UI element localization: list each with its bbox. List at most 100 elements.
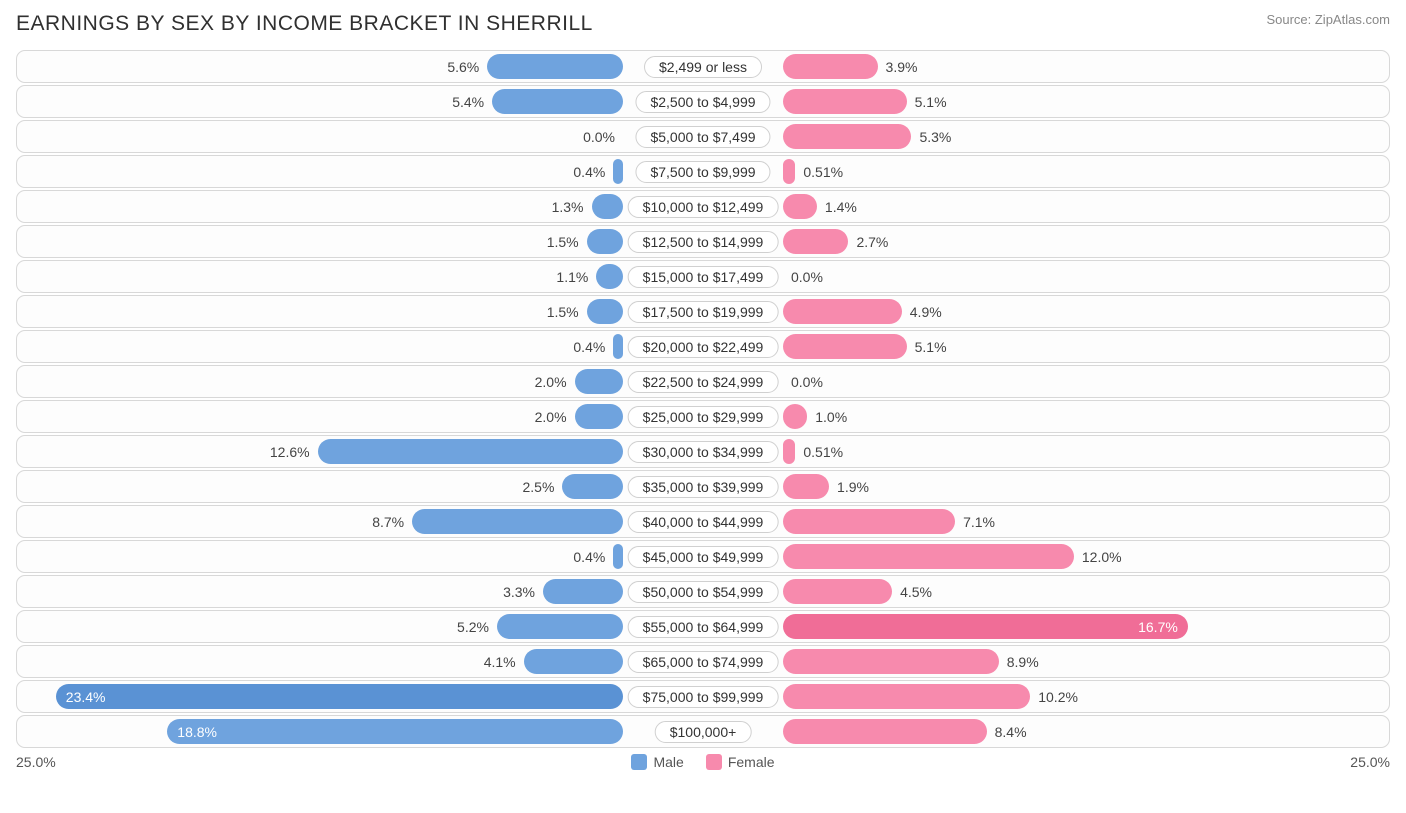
female-bar — [783, 124, 911, 149]
male-value: 2.0% — [535, 409, 567, 425]
bracket-label: $17,500 to $19,999 — [628, 301, 779, 323]
chart-row: 12.6% 0.51% $30,000 to $34,999 — [16, 435, 1390, 468]
bracket-label: $22,500 to $24,999 — [628, 371, 779, 393]
bracket-label: $25,000 to $29,999 — [628, 406, 779, 428]
bracket-label: $20,000 to $22,499 — [628, 336, 779, 358]
female-bar — [783, 719, 987, 744]
female-bar — [783, 684, 1030, 709]
female-bar — [783, 229, 848, 254]
bracket-label: $55,000 to $64,999 — [628, 616, 779, 638]
bracket-label: $30,000 to $34,999 — [628, 441, 779, 463]
legend-item-male: Male — [631, 754, 683, 770]
male-bar — [497, 614, 623, 639]
chart-row: 0.4%0.51%$7,500 to $9,999 — [16, 155, 1390, 188]
male-value: 8.7% — [372, 514, 404, 530]
female-value: 1.9% — [837, 479, 869, 495]
male-bar — [613, 334, 623, 359]
bracket-label: $40,000 to $44,999 — [628, 511, 779, 533]
female-value: 0.51% — [803, 164, 843, 180]
female-swatch-icon — [706, 754, 722, 770]
male-value: 12.6% — [270, 444, 310, 460]
male-value: 5.4% — [452, 94, 484, 110]
male-value: 18.8% — [177, 724, 217, 740]
male-value: 1.5% — [547, 234, 579, 250]
male-bar — [587, 229, 623, 254]
male-bar — [587, 299, 623, 324]
bracket-label: $12,500 to $14,999 — [628, 231, 779, 253]
legend: Male Female — [631, 754, 774, 770]
bracket-label: $5,000 to $7,499 — [635, 126, 770, 148]
male-bar — [575, 404, 623, 429]
header: EARNINGS BY SEX BY INCOME BRACKET IN SHE… — [16, 12, 1390, 36]
chart-row: 2.5%1.9%$35,000 to $39,999 — [16, 470, 1390, 503]
male-value: 0.4% — [573, 339, 605, 355]
male-bar — [613, 159, 623, 184]
female-bar — [783, 579, 892, 604]
female-value: 7.1% — [963, 514, 995, 530]
male-bar — [613, 544, 623, 569]
female-bar — [783, 54, 878, 79]
female-value: 8.4% — [995, 724, 1027, 740]
male-value: 3.3% — [503, 584, 535, 600]
female-value: 4.9% — [910, 304, 942, 320]
bracket-label: $10,000 to $12,499 — [628, 196, 779, 218]
male-bar — [492, 89, 623, 114]
bracket-label: $2,500 to $4,999 — [635, 91, 770, 113]
male-bar — [412, 509, 623, 534]
bracket-label: $2,499 or less — [644, 56, 762, 78]
male-value: 0.4% — [573, 549, 605, 565]
female-value: 0.51% — [803, 444, 843, 460]
female-bar — [783, 159, 795, 184]
female-value: 5.1% — [915, 339, 947, 355]
female-bar — [783, 614, 1188, 639]
female-value: 1.0% — [815, 409, 847, 425]
bracket-label: $65,000 to $74,999 — [628, 651, 779, 673]
chart-row: 0.4% 5.1% $20,000 to $22,499 — [16, 330, 1390, 363]
female-bar — [783, 474, 829, 499]
female-value: 4.5% — [900, 584, 932, 600]
female-value: 16.7% — [1138, 619, 1178, 635]
bracket-label: $100,000+ — [655, 721, 752, 743]
female-value: 5.3% — [919, 129, 951, 145]
legend-item-female: Female — [706, 754, 775, 770]
female-bar — [783, 439, 795, 464]
male-value: 1.3% — [552, 199, 584, 215]
male-bar — [596, 264, 623, 289]
legend-label-female: Female — [728, 754, 775, 770]
chart-row: 1.5%4.9%$17,500 to $19,999 — [16, 295, 1390, 328]
male-bar — [487, 54, 623, 79]
bracket-label: $15,000 to $17,499 — [628, 266, 779, 288]
male-value: 0.4% — [573, 164, 605, 180]
male-bar — [592, 194, 624, 219]
male-value: 0.0% — [583, 129, 615, 145]
chart-footer: 25.0% Male Female 25.0% — [16, 754, 1390, 770]
legend-label-male: Male — [653, 754, 683, 770]
female-value: 0.0% — [791, 374, 823, 390]
male-bar — [575, 369, 623, 394]
chart-row: 4.1%8.9%$65,000 to $74,999 — [16, 645, 1390, 678]
female-bar — [783, 334, 907, 359]
chart-row: 2.0% 0.0% $22,500 to $24,999 — [16, 365, 1390, 398]
bracket-label: $45,000 to $49,999 — [628, 546, 779, 568]
female-value: 8.9% — [1007, 654, 1039, 670]
female-bar — [783, 194, 817, 219]
chart-row: 0.0% 5.3% $5,000 to $7,499 — [16, 120, 1390, 153]
male-value: 1.1% — [556, 269, 588, 285]
female-bar — [783, 89, 907, 114]
female-value: 3.9% — [886, 59, 918, 75]
source-attribution: Source: ZipAtlas.com — [1266, 12, 1390, 27]
chart-row: 18.8% 8.4% $100,000+ — [16, 715, 1390, 748]
female-bar — [783, 404, 807, 429]
chart-row: 5.4%5.1%$2,500 to $4,999 — [16, 85, 1390, 118]
chart-row: 1.3%1.4%$10,000 to $12,499 — [16, 190, 1390, 223]
male-value: 2.0% — [535, 374, 567, 390]
male-value: 5.6% — [447, 59, 479, 75]
female-value: 2.7% — [856, 234, 888, 250]
chart-row: 2.0% 1.0% $25,000 to $29,999 — [16, 400, 1390, 433]
bracket-label: $50,000 to $54,999 — [628, 581, 779, 603]
chart-row: 5.6% 3.9% $2,499 or less — [16, 50, 1390, 83]
male-value: 23.4% — [66, 689, 106, 705]
chart-title: EARNINGS BY SEX BY INCOME BRACKET IN SHE… — [16, 12, 593, 36]
chart-row: 5.2%16.7%$55,000 to $64,999 — [16, 610, 1390, 643]
male-bar — [524, 649, 623, 674]
